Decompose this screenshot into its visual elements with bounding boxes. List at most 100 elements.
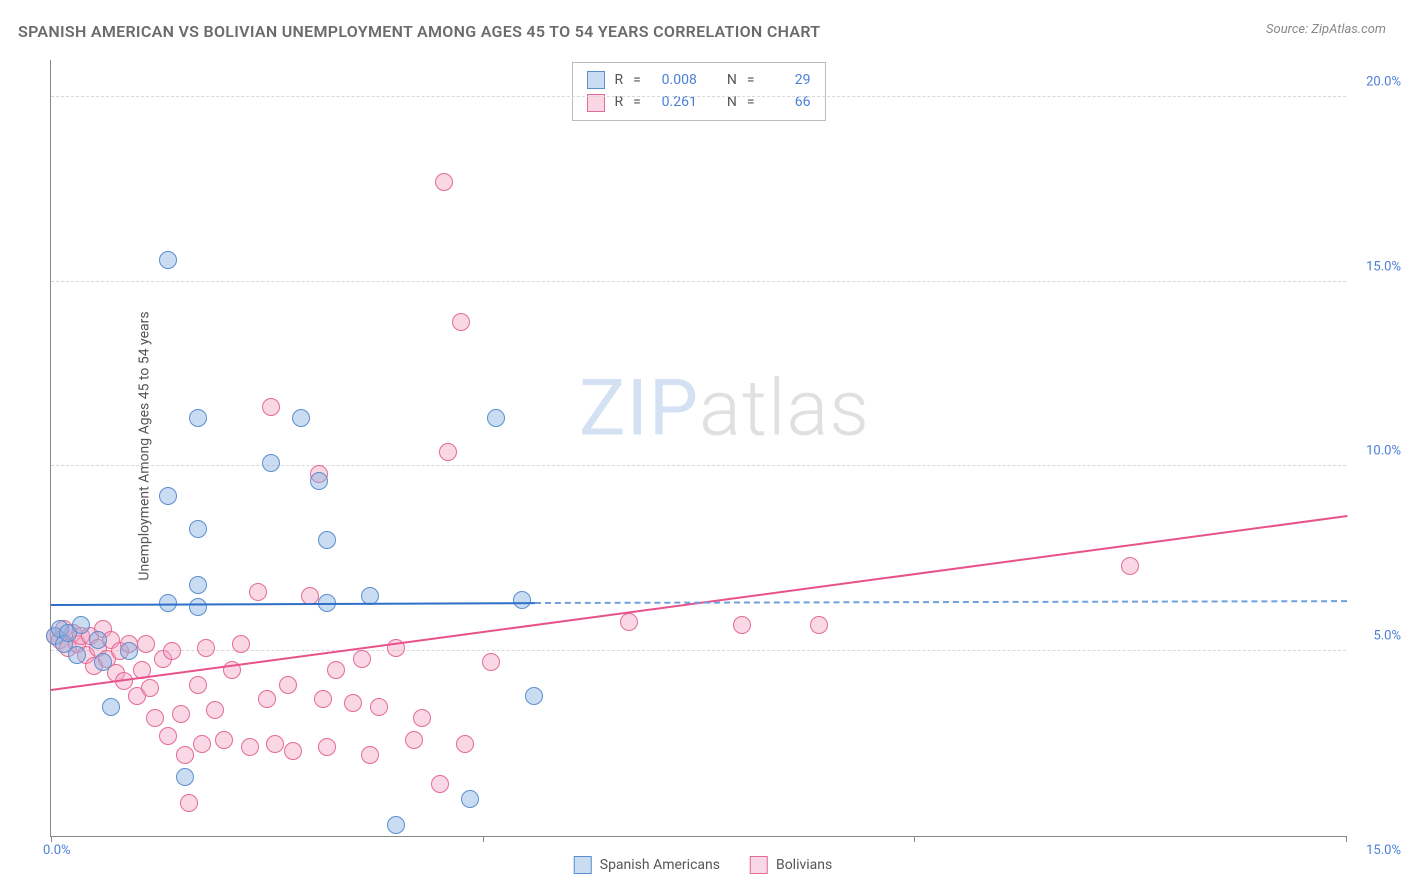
scatter-marker: [620, 613, 638, 631]
stat-equals: =: [633, 91, 641, 113]
scatter-marker: [94, 653, 112, 671]
watermark: ZIPatlas: [579, 364, 870, 455]
x-origin-label: 0.0%: [43, 843, 71, 858]
scatter-marker: [439, 443, 457, 461]
stat-legend: R = 0.008 N = 29 R = 0.261 N = 66: [571, 62, 825, 121]
stat-n-label: N: [727, 91, 737, 113]
legend-item-0: Spanish Americans: [574, 856, 720, 874]
scatter-marker: [435, 173, 453, 191]
scatter-marker: [318, 531, 336, 549]
scatter-marker: [241, 738, 259, 756]
scatter-marker: [189, 576, 207, 594]
source-attribution: Source: ZipAtlas.com: [1266, 22, 1386, 37]
scatter-marker: [189, 409, 207, 427]
scatter-marker: [232, 635, 250, 653]
scatter-marker: [159, 251, 177, 269]
scatter-marker: [163, 642, 181, 660]
stat-r-label: R: [614, 91, 623, 113]
scatter-marker: [68, 646, 86, 664]
legend-item-1: Bolivians: [750, 856, 832, 874]
scatter-marker: [525, 687, 543, 705]
scatter-marker: [137, 635, 155, 653]
scatter-marker: [249, 583, 267, 601]
x-tick: [1346, 836, 1347, 842]
scatter-marker: [405, 731, 423, 749]
chart-container: SPANISH AMERICAN VS BOLIVIAN UNEMPLOYMEN…: [0, 0, 1406, 892]
scatter-marker: [733, 616, 751, 634]
gridline: [51, 281, 1346, 282]
scatter-marker: [413, 709, 431, 727]
scatter-marker: [361, 746, 379, 764]
stat-n-val-1: 66: [765, 91, 811, 113]
legend-swatch-1: [750, 856, 768, 874]
scatter-marker: [327, 661, 345, 679]
stat-row-0: R = 0.008 N = 29: [586, 69, 810, 91]
scatter-marker: [279, 676, 297, 694]
scatter-marker: [284, 742, 302, 760]
scatter-marker: [262, 454, 280, 472]
bottom-legend: Spanish Americans Bolivians: [574, 856, 833, 874]
scatter-marker: [452, 313, 470, 331]
scatter-marker: [193, 735, 211, 753]
scatter-marker: [387, 816, 405, 834]
stat-row-1: R = 0.261 N = 66: [586, 91, 810, 113]
scatter-marker: [189, 676, 207, 694]
scatter-marker: [344, 694, 362, 712]
x-end-label: 15.0%: [1366, 843, 1401, 858]
scatter-marker: [89, 631, 107, 649]
scatter-marker: [172, 705, 190, 723]
y-tick-label: 10.0%: [1366, 444, 1401, 459]
scatter-marker: [141, 679, 159, 697]
scatter-marker: [189, 598, 207, 616]
scatter-marker: [318, 738, 336, 756]
scatter-marker: [1121, 557, 1139, 575]
watermark-part2: atlas: [699, 364, 870, 455]
chart-title: SPANISH AMERICAN VS BOLIVIAN UNEMPLOYMEN…: [18, 22, 820, 41]
scatter-marker: [292, 409, 310, 427]
scatter-marker: [206, 701, 224, 719]
scatter-marker: [159, 487, 177, 505]
y-tick-label: 20.0%: [1366, 74, 1401, 89]
scatter-marker: [120, 642, 138, 660]
scatter-marker: [314, 690, 332, 708]
trend-line: [51, 602, 535, 606]
legend-label-1: Bolivians: [776, 857, 832, 873]
scatter-marker: [189, 520, 207, 538]
stat-r-val-1: 0.261: [651, 91, 697, 113]
watermark-part1: ZIP: [579, 364, 699, 455]
scatter-marker: [197, 639, 215, 657]
gridline: [51, 465, 1346, 466]
scatter-marker: [310, 472, 328, 490]
scatter-marker: [431, 775, 449, 793]
x-tick: [483, 836, 484, 842]
stat-equals: =: [747, 69, 755, 91]
scatter-marker: [487, 409, 505, 427]
scatter-marker: [176, 746, 194, 764]
scatter-marker: [72, 616, 90, 634]
scatter-marker: [370, 698, 388, 716]
scatter-marker: [482, 653, 500, 671]
plot-area: ZIPatlas R = 0.008 N = 29 R = 0.261 N =: [50, 60, 1346, 837]
scatter-marker: [215, 731, 233, 749]
scatter-marker: [180, 794, 198, 812]
scatter-marker: [176, 768, 194, 786]
y-tick-label: 5.0%: [1373, 629, 1401, 644]
x-tick: [51, 836, 52, 842]
stat-r-val-0: 0.008: [651, 69, 697, 91]
scatter-marker: [513, 591, 531, 609]
gridline: [51, 96, 1346, 97]
stat-equals: =: [633, 69, 641, 91]
legend-label-0: Spanish Americans: [600, 857, 720, 873]
stat-equals: =: [747, 91, 755, 113]
stat-swatch-0: [586, 71, 604, 89]
x-tick: [914, 836, 915, 842]
scatter-marker: [456, 735, 474, 753]
scatter-marker: [810, 616, 828, 634]
stat-r-label: R: [614, 69, 623, 91]
scatter-marker: [262, 398, 280, 416]
scatter-marker: [461, 790, 479, 808]
y-tick-label: 15.0%: [1366, 259, 1401, 274]
scatter-marker: [159, 727, 177, 745]
legend-swatch-0: [574, 856, 592, 874]
scatter-marker: [266, 735, 284, 753]
